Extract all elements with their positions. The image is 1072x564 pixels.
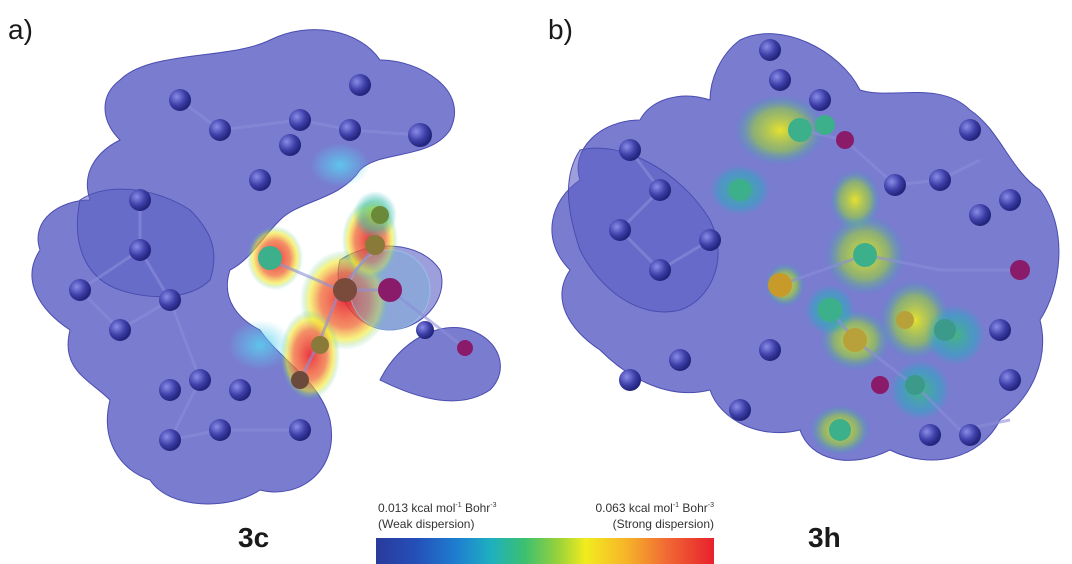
molecule-3c-dispersion-surface	[31, 29, 501, 505]
legend-min-caption: (Weak dispersion)	[378, 517, 475, 531]
compound-label-3h: 3h	[808, 522, 841, 553]
legend-max-caption: (Strong dispersion)	[612, 517, 714, 531]
legend-min-label: 0.013 kcal mol-1 Bohr-3 (Weak dispersion…	[378, 498, 497, 532]
legend-max-value: 0.063 kcal mol	[595, 501, 673, 515]
compound-label-3c: 3c	[238, 522, 270, 553]
legend-max-label: 0.063 kcal mol-1 Bohr-3 (Strong dispersi…	[595, 498, 714, 532]
legend-max-unit: Bohr	[679, 501, 708, 515]
legend-min-unit: Bohr	[461, 501, 491, 515]
legend-max-exp: -1	[672, 502, 680, 509]
atoms-3c	[69, 74, 473, 451]
legend-max-exp2: -3	[707, 502, 714, 509]
atoms-3h	[609, 39, 1030, 446]
legend-min-exp2: -3	[490, 502, 497, 509]
legend-min-exp: -1	[455, 502, 462, 509]
dispersion-colorbar	[376, 538, 714, 564]
panel-label-a: a)	[8, 14, 33, 45]
legend-min-value: 0.013 kcal mol	[378, 501, 456, 515]
surface-3h	[551, 33, 1060, 461]
panel-label-b: b)	[548, 14, 573, 45]
molecule-3h-dispersion-surface	[551, 33, 1060, 461]
